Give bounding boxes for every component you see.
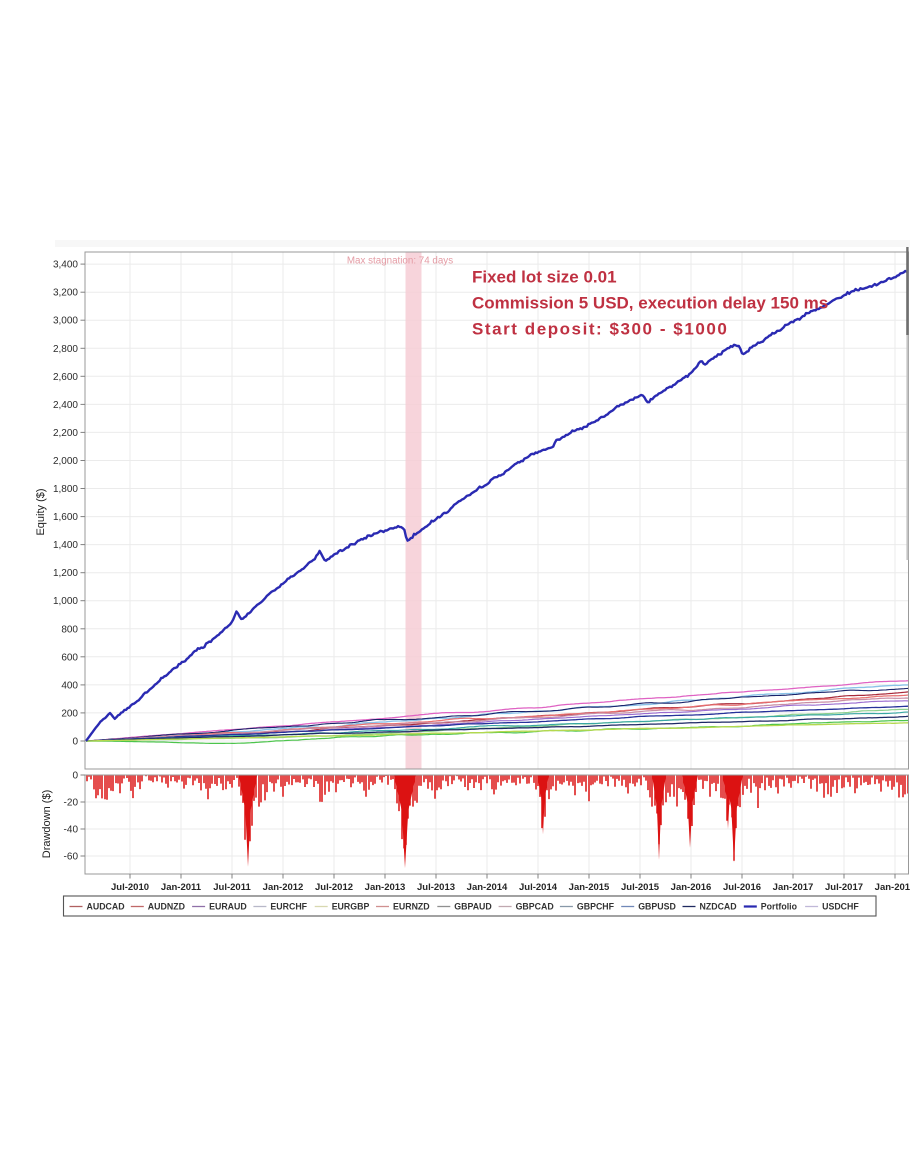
- svg-text:Jan-2018: Jan-2018: [875, 882, 910, 893]
- svg-text:0: 0: [72, 737, 78, 748]
- svg-text:Commission 5 USD, execution de: Commission 5 USD, execution delay 150 ms: [472, 294, 828, 313]
- svg-text:Jul-2017: Jul-2017: [825, 882, 863, 893]
- svg-text:3,200: 3,200: [53, 288, 78, 299]
- svg-text:Jan-2015: Jan-2015: [569, 882, 610, 893]
- svg-text:1,200: 1,200: [53, 568, 78, 579]
- svg-text:0: 0: [72, 771, 78, 782]
- svg-text:Max stagnation: 74 days: Max stagnation: 74 days: [347, 256, 453, 267]
- svg-text:1,400: 1,400: [53, 540, 78, 551]
- svg-text:GBPAUD: GBPAUD: [454, 902, 491, 912]
- svg-text:Portfolio: Portfolio: [761, 902, 798, 912]
- svg-text:NZDCAD: NZDCAD: [700, 902, 737, 912]
- svg-text:Start deposit: $300 - $1000: Start deposit: $300 - $1000: [472, 320, 728, 339]
- svg-text:Jan-2013: Jan-2013: [365, 882, 406, 893]
- svg-text:USDCHF: USDCHF: [822, 902, 859, 912]
- svg-text:Jan-2011: Jan-2011: [161, 882, 202, 893]
- svg-text:EURNZD: EURNZD: [393, 902, 430, 912]
- svg-text:Jul-2016: Jul-2016: [723, 882, 761, 893]
- svg-text:Jul-2010: Jul-2010: [111, 882, 149, 893]
- svg-text:2,400: 2,400: [53, 400, 78, 411]
- svg-text:2,800: 2,800: [53, 344, 78, 355]
- svg-text:1,600: 1,600: [53, 512, 78, 523]
- svg-text:-40: -40: [64, 825, 79, 836]
- svg-text:800: 800: [61, 624, 78, 635]
- svg-text:1,000: 1,000: [53, 596, 78, 607]
- svg-text:Jul-2011: Jul-2011: [213, 882, 251, 893]
- svg-text:GBPCAD: GBPCAD: [516, 902, 554, 912]
- svg-text:-60: -60: [64, 852, 79, 863]
- svg-text:Jul-2014: Jul-2014: [519, 882, 558, 893]
- svg-text:Drawdown ($): Drawdown ($): [41, 790, 53, 858]
- svg-text:EURGBP: EURGBP: [332, 902, 370, 912]
- svg-text:Fixed lot size 0.01: Fixed lot size 0.01: [472, 268, 617, 287]
- svg-text:GBPCHF: GBPCHF: [577, 902, 615, 912]
- svg-text:Jan-2017: Jan-2017: [773, 882, 814, 893]
- svg-text:200: 200: [61, 708, 78, 719]
- svg-text:Equity ($): Equity ($): [35, 488, 47, 535]
- svg-text:Jan-2014: Jan-2014: [467, 882, 508, 893]
- svg-text:Jan-2016: Jan-2016: [671, 882, 712, 893]
- svg-text:3,000: 3,000: [53, 316, 78, 327]
- svg-text:Jul-2012: Jul-2012: [315, 882, 353, 893]
- svg-text:AUDNZD: AUDNZD: [148, 902, 185, 912]
- svg-text:2,200: 2,200: [53, 428, 78, 439]
- svg-text:Jul-2013: Jul-2013: [417, 882, 455, 893]
- svg-text:-20: -20: [64, 798, 79, 809]
- svg-text:2,000: 2,000: [53, 456, 78, 467]
- svg-text:600: 600: [61, 652, 78, 663]
- svg-text:Jan-2012: Jan-2012: [263, 882, 304, 893]
- svg-text:AUDCAD: AUDCAD: [87, 902, 125, 912]
- svg-text:2,600: 2,600: [53, 372, 78, 383]
- svg-text:Jul-2015: Jul-2015: [621, 882, 660, 893]
- svg-text:3,400: 3,400: [53, 260, 78, 271]
- svg-text:400: 400: [61, 680, 78, 691]
- svg-text:GBPUSD: GBPUSD: [638, 902, 676, 912]
- svg-text:EURCHF: EURCHF: [270, 902, 307, 912]
- svg-text:1,800: 1,800: [53, 484, 78, 495]
- svg-text:EURAUD: EURAUD: [209, 902, 247, 912]
